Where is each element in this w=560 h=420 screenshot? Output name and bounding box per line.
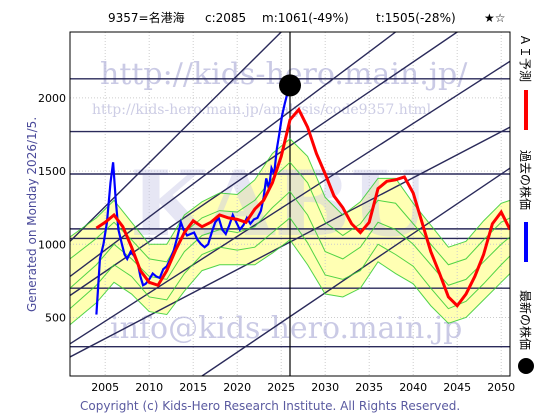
x-tick-label: 2050 [487, 381, 515, 394]
prediction-band-line [70, 138, 510, 248]
header-rating: ★☆ [484, 11, 506, 25]
legend-label-latest: 最新の株価 [518, 290, 533, 350]
watermark-big: KABU [130, 151, 429, 257]
copyright-footer: Copyright (c) Kids-Hero Research Institu… [80, 399, 460, 413]
trend-line [201, 167, 510, 376]
x-tick-label: 2030 [311, 381, 339, 394]
legend-label-prediction: ＡＩ予測 [518, 34, 532, 82]
header-target-stat: t:1505(-28%) [376, 11, 456, 25]
header-current: c:2085 [205, 11, 246, 25]
x-tick-label: 2015 [179, 381, 207, 394]
legend-item-latest: 最新の株価 [518, 290, 534, 374]
trend-line [70, 32, 282, 242]
y-tick-label: 1500 [38, 165, 66, 178]
header-code-name: 9357=名港海 [108, 10, 185, 25]
watermark-layer: KABU http://kids-hero.main.jp/ http://ki… [92, 57, 468, 346]
generated-date-label: Generated on Monday 2026/1/5. [25, 117, 39, 312]
header-min-stat: m:1061(-49%) [262, 11, 349, 25]
ai-prediction-line [95, 106, 510, 309]
latest-price-marker [279, 74, 301, 97]
prediction-band-line [70, 161, 510, 266]
watermark-analysis-url: http://kids-hero.main.jp/analysis/code93… [92, 102, 432, 118]
x-tick-label: 2035 [355, 381, 383, 394]
x-tick-label: 2010 [135, 381, 163, 394]
y-tick-label: 1000 [38, 238, 66, 251]
legend-label-history: 過去の株価 [518, 150, 533, 210]
axis-layer: 2005 2010 2015 2020 2025 2030 2035 2040 2045 2050… [38, 31, 515, 394]
legend-swatch-latest [518, 358, 534, 374]
legend-item-history: 過去の株価 [518, 150, 533, 262]
x-tick-label: 2020 [223, 381, 251, 394]
x-tick-label: 2025 [267, 381, 295, 394]
legend: ＡＩ予測 過去の株価 最新の株価 [518, 34, 534, 374]
plot-border [69, 31, 511, 377]
prediction-band-line [70, 190, 510, 289]
y-tick-label: 500 [45, 311, 66, 324]
watermark-email: info@kids-hero.main.jp [110, 311, 462, 346]
trend-line [70, 32, 397, 278]
y-tick-label: 2000 [38, 92, 66, 105]
series-layer [70, 85, 510, 326]
prediction-band-line [70, 217, 510, 310]
prediction-band-line [70, 239, 510, 326]
x-tick-label: 2040 [399, 381, 427, 394]
x-tick-label: 2045 [443, 381, 471, 394]
x-tick-label: 2005 [91, 381, 119, 394]
legend-item-prediction: ＡＩ予測 [518, 34, 532, 130]
